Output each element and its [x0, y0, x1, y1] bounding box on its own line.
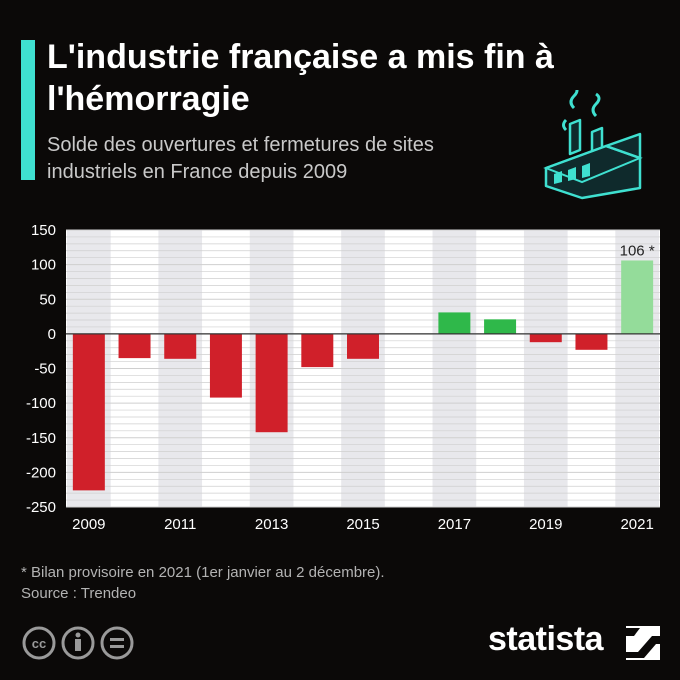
- x-tick-label: 2011: [164, 516, 196, 533]
- bar-2019: [529, 333, 562, 343]
- x-tick-label: 2021: [620, 516, 653, 533]
- title-accent-bar: [21, 40, 35, 180]
- bar-2009: [72, 333, 105, 491]
- x-tick-label: 2013: [255, 516, 288, 533]
- x-tick-label: 2009: [72, 516, 105, 533]
- no-derivatives-icon: [100, 626, 134, 660]
- svg-text:cc: cc: [32, 636, 46, 651]
- y-tick-label: -250: [26, 499, 56, 516]
- bar-2011: [164, 333, 197, 359]
- bar-2014: [301, 333, 334, 368]
- bar-2018: [484, 319, 517, 334]
- statista-logo-text: statista: [488, 620, 604, 658]
- bar-2012: [209, 333, 242, 398]
- y-tick-label: -200: [26, 464, 56, 481]
- x-tick-label: 2019: [529, 516, 562, 533]
- y-tick-label: 100: [31, 257, 56, 274]
- bar-2020: [575, 333, 608, 350]
- y-tick-label: -150: [26, 430, 56, 447]
- bar-2021: [621, 260, 654, 334]
- x-tick-label: 2015: [346, 516, 379, 533]
- statista-logo-icon: [626, 626, 660, 660]
- y-tick-label: 150: [31, 222, 56, 239]
- bar-2010: [118, 333, 151, 359]
- factory-icon: [543, 90, 643, 200]
- source-note: Source : Trendeo: [21, 585, 137, 602]
- bar-2017: [438, 312, 471, 334]
- y-tick-label: -50: [34, 361, 56, 378]
- chart-title: L'industrie française a mis fin à l'hémo…: [47, 38, 554, 118]
- footnote: * Bilan provisoire en 2021 (1er janvier …: [21, 564, 385, 581]
- bar-2015: [347, 333, 379, 359]
- y-tick-label: 0: [48, 326, 56, 343]
- y-tick-label: 50: [39, 291, 56, 308]
- x-tick-label: 2017: [438, 516, 471, 533]
- license-icons: cc: [22, 626, 134, 660]
- y-tick-label: -100: [26, 395, 56, 412]
- data-label-2021: 106 *: [620, 242, 655, 259]
- cc-icon: cc: [22, 626, 56, 660]
- bar-2013: [255, 333, 288, 433]
- bar-chart: 150 100 50 0 -50 -100 -150 -200 -250 2009 2011 2013…: [26, 222, 660, 533]
- chart-subtitle: Solde des ouvertures et fermetures de si…: [47, 134, 434, 183]
- attribution-icon: [61, 626, 95, 660]
